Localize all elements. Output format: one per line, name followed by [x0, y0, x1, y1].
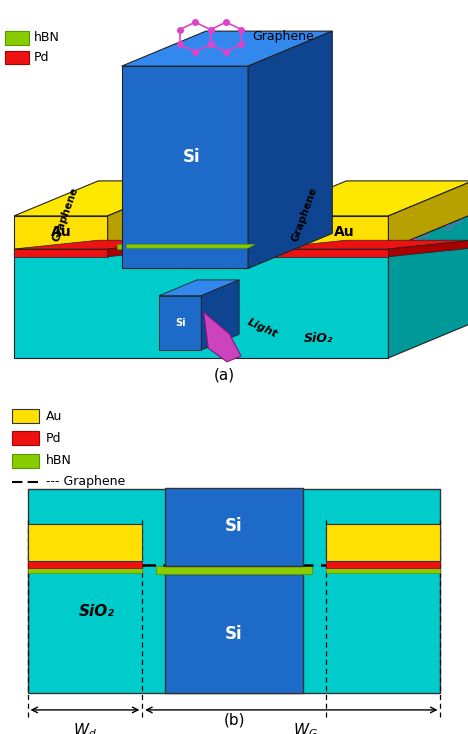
Bar [326, 524, 440, 561]
Text: SiO₂: SiO₂ [79, 604, 114, 619]
Polygon shape [122, 66, 248, 269]
Text: SiO₂: SiO₂ [304, 332, 333, 345]
Bar [12, 454, 39, 468]
Polygon shape [14, 216, 108, 249]
Text: Graphene: Graphene [253, 30, 314, 43]
Text: Si: Si [225, 625, 243, 643]
Polygon shape [117, 213, 332, 248]
Bar [326, 568, 440, 573]
Text: hBN: hBN [46, 454, 72, 467]
Text: Light: Light [246, 317, 279, 340]
Polygon shape [262, 240, 468, 249]
Polygon shape [14, 249, 388, 358]
Bar [326, 561, 440, 568]
Polygon shape [117, 244, 248, 249]
Polygon shape [14, 181, 192, 216]
Text: Pd: Pd [46, 432, 61, 445]
Bar [28, 489, 440, 693]
Polygon shape [108, 181, 192, 249]
Polygon shape [262, 181, 468, 216]
Text: (b): (b) [223, 713, 245, 727]
Polygon shape [388, 240, 468, 257]
Text: Graphene: Graphene [51, 186, 80, 242]
Text: Au: Au [46, 410, 62, 423]
Polygon shape [108, 240, 192, 257]
Text: Pd: Pd [34, 51, 49, 64]
Bar [12, 409, 39, 423]
Bar [28, 568, 142, 573]
Bar [28, 561, 142, 568]
Bar [28, 524, 142, 561]
Text: Au: Au [334, 225, 354, 239]
Bar [165, 488, 303, 567]
Text: Si: Si [183, 148, 201, 166]
Text: --- Graphene: --- Graphene [46, 475, 125, 488]
Polygon shape [262, 249, 388, 257]
Text: Au: Au [51, 225, 71, 239]
Text: hBN: hBN [34, 32, 59, 44]
Text: Si: Si [175, 318, 185, 328]
Polygon shape [262, 216, 388, 249]
Text: $W_d$: $W_d$ [73, 722, 97, 734]
Polygon shape [14, 249, 108, 257]
Text: (a): (a) [214, 368, 235, 383]
Polygon shape [201, 280, 239, 350]
Polygon shape [159, 280, 239, 296]
Bar [12, 432, 39, 446]
Text: Si: Si [225, 517, 243, 535]
Text: Graphene: Graphene [290, 186, 319, 242]
Polygon shape [14, 240, 192, 249]
Polygon shape [388, 214, 468, 358]
Polygon shape [388, 181, 468, 249]
Polygon shape [122, 31, 332, 66]
Bar [165, 575, 303, 693]
Polygon shape [14, 214, 468, 249]
FancyBboxPatch shape [5, 31, 29, 45]
Text: $W_G$: $W_G$ [292, 722, 317, 734]
Polygon shape [159, 296, 201, 350]
Polygon shape [204, 312, 241, 362]
Polygon shape [126, 244, 255, 248]
Polygon shape [248, 31, 332, 269]
FancyBboxPatch shape [5, 51, 29, 64]
Bar [156, 566, 312, 574]
